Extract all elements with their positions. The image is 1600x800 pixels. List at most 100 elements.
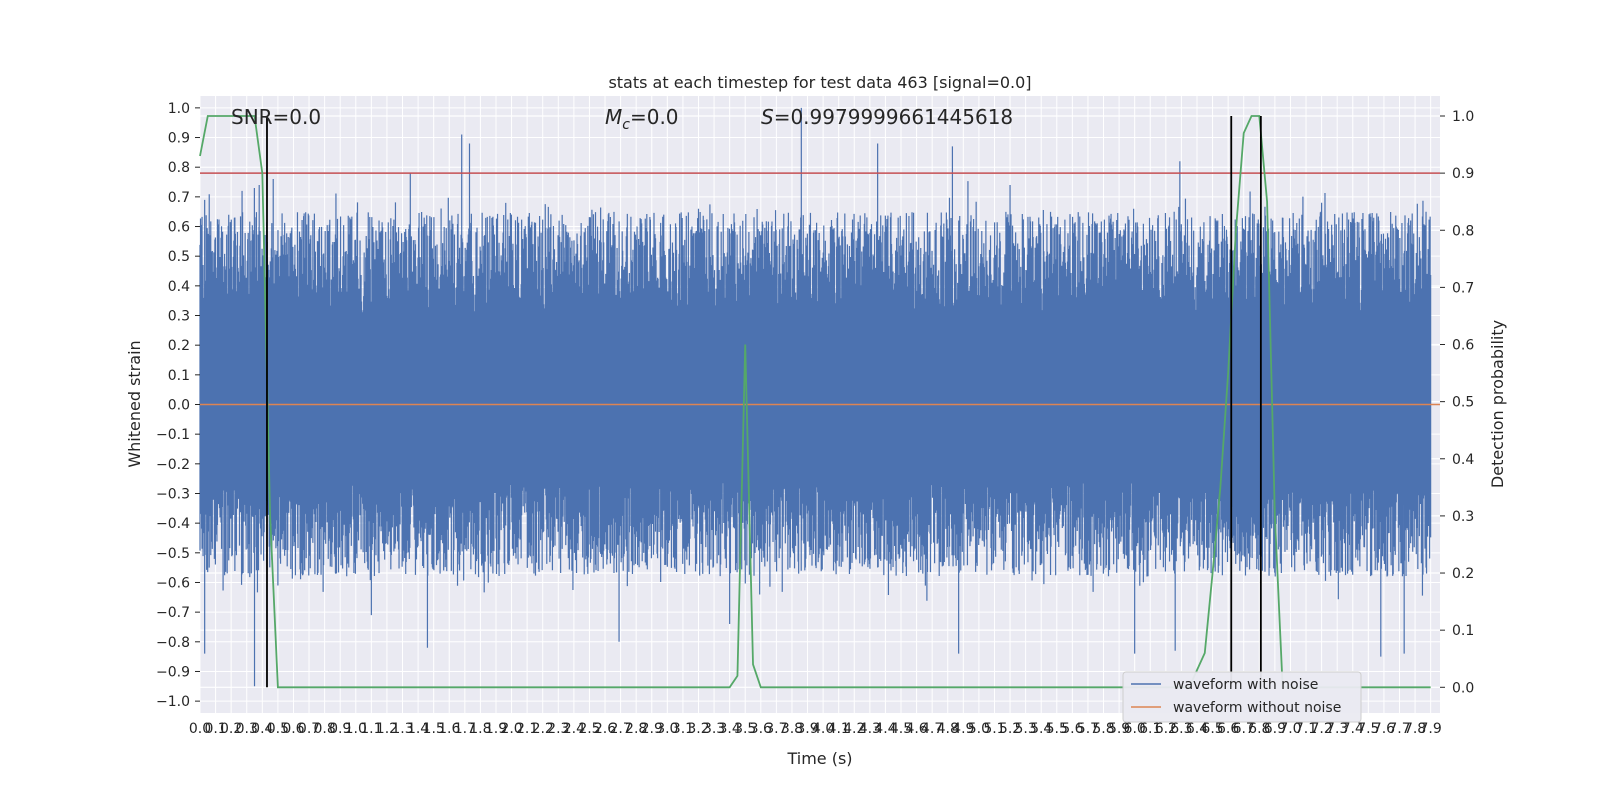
x-tick-label: 5.1 — [983, 721, 1005, 737]
x-tick-label: 2.0 — [500, 721, 522, 737]
y-right-tick-label: 0.7 — [1452, 280, 1474, 296]
x-tick-label: 3.4 — [719, 721, 741, 737]
y-left-tick-label: 0.2 — [168, 338, 190, 354]
x-tick-label: 0.3 — [236, 721, 258, 737]
x-tick-label: 5.6 — [1061, 721, 1083, 737]
x-tick-label: 2.2 — [532, 721, 554, 737]
x-tick-labels: 0.00.10.20.30.40.50.60.70.80.91.01.11.21… — [189, 721, 1442, 737]
x-tick-label: 4.2 — [843, 721, 865, 737]
x-tick-label: 6.0 — [1124, 721, 1146, 737]
x-tick-label: 0.9 — [329, 721, 351, 737]
vline-layer — [266, 115, 1262, 688]
x-tick-label: 6.2 — [1155, 721, 1177, 737]
x-tick-label: 5.9 — [1108, 721, 1130, 737]
y-left-tick-label: 0.7 — [168, 190, 190, 206]
x-tick-label: 2.9 — [641, 721, 663, 737]
x-tick-label: 6.5 — [1201, 721, 1223, 737]
legend-label-noise: waveform with noise — [1173, 677, 1318, 693]
x-tick-label: 1.6 — [438, 721, 460, 737]
y-right-tick-label: 0.5 — [1452, 395, 1474, 411]
x-tick-label: 0.4 — [251, 721, 273, 737]
x-tick-label: 3.5 — [734, 721, 756, 737]
annotation-mc: Mc=0.0 — [605, 105, 679, 133]
x-tick-label: 0.2 — [220, 721, 242, 737]
x-tick-label: 6.1 — [1139, 721, 1161, 737]
x-tick-label: 1.9 — [485, 721, 507, 737]
x-tick-label: 2.8 — [625, 721, 647, 737]
y-left-tick-label: −0.6 — [156, 575, 190, 591]
x-tick-label: 1.0 — [345, 721, 367, 737]
x-tick-label: 5.0 — [968, 721, 990, 737]
y-right-tick-label: 0.3 — [1452, 509, 1474, 525]
x-tick-label: 3.6 — [750, 721, 772, 737]
x-tick-label: 1.1 — [360, 721, 382, 737]
series-detection-probability — [199, 115, 1431, 689]
x-tick-label: 7.5 — [1357, 721, 1379, 737]
x-tick-label: 7.1 — [1295, 721, 1317, 737]
x-tick-label: 1.8 — [469, 721, 491, 737]
x-tick-label: 6.3 — [1170, 721, 1192, 737]
x-tick-label: 3.7 — [765, 721, 787, 737]
series-waveform-with-noise-core — [200, 312, 1431, 479]
y-left-tick-label: −0.4 — [156, 516, 190, 532]
x-tick-label: 1.5 — [423, 721, 445, 737]
y-left-tick-label: −0.1 — [156, 427, 190, 443]
x-tick-label: 4.6 — [905, 721, 927, 737]
x-tick-label: 4.3 — [859, 721, 881, 737]
y-right-tick-label: 0.2 — [1452, 566, 1474, 582]
y-axis-label-right: Detection probability — [1488, 320, 1507, 488]
annotation-snr: SNR=0.0 — [231, 105, 321, 129]
x-tick-label: 6.8 — [1248, 721, 1270, 737]
x-tick-label: 5.3 — [1014, 721, 1036, 737]
x-tick-label: 7.7 — [1388, 721, 1410, 737]
x-tick-label: 2.5 — [578, 721, 600, 737]
y-left-tick-label: 1.0 — [168, 101, 190, 117]
x-tick-label: 1.3 — [391, 721, 413, 737]
x-tick-label: 0.0 — [189, 721, 211, 737]
annotation-s-value: =0.9979999661445618 — [774, 105, 1013, 129]
x-tick-label: 5.7 — [1077, 721, 1099, 737]
y-left-tick-label: 0.6 — [168, 220, 190, 236]
x-tick-label: 1.4 — [407, 721, 429, 737]
x-tick-label: 3.9 — [796, 721, 818, 737]
y-left-tick-label: −0.3 — [156, 486, 190, 502]
y-right-tick-labels: 0.0 0.1 0.2 0.3 0.4 0.5 0.6 0.7 0.8 0.9 1.0 — [1440, 109, 1474, 696]
x-tick-label: 6.6 — [1217, 721, 1239, 737]
y-right-tick-label: 0.8 — [1452, 223, 1474, 239]
probability-series-layer — [199, 115, 1431, 689]
y-right-tick-label: 0.9 — [1452, 166, 1474, 182]
x-tick-label: 7.3 — [1326, 721, 1348, 737]
y-right-tick-label: 0.0 — [1452, 680, 1474, 696]
x-tick-label: 3.8 — [781, 721, 803, 737]
x-tick-label: 4.8 — [937, 721, 959, 737]
y-right-tick-label: 1.0 — [1452, 109, 1474, 125]
x-tick-label: 6.9 — [1264, 721, 1286, 737]
x-tick-label: 5.8 — [1092, 721, 1114, 737]
x-tick-label: 6.7 — [1233, 721, 1255, 737]
x-tick-label: 4.0 — [812, 721, 834, 737]
x-tick-label: 0.5 — [267, 721, 289, 737]
y-left-tick-label: 0.0 — [168, 398, 190, 414]
x-tick-label: 0.1 — [204, 721, 226, 737]
x-tick-label: 2.1 — [516, 721, 538, 737]
x-tick-label: 7.4 — [1342, 721, 1364, 737]
y-right-tick-label: 0.1 — [1452, 623, 1474, 639]
x-tick-label: 3.2 — [687, 721, 709, 737]
y-left-tick-label: −0.7 — [156, 605, 190, 621]
y-left-tick-label: 0.1 — [168, 368, 190, 384]
y-left-tick-label: −0.9 — [156, 664, 190, 680]
annotation-mc-value: =0.0 — [630, 105, 679, 129]
annotation-mc-symbol: M — [605, 105, 622, 129]
x-tick-label: 4.9 — [952, 721, 974, 737]
x-tick-label: 7.2 — [1310, 721, 1332, 737]
x-tick-label: 0.8 — [313, 721, 335, 737]
y-left-tick-label: 0.5 — [168, 249, 190, 265]
y-right-tick-label: 0.4 — [1452, 452, 1474, 468]
x-tick-label: 1.7 — [454, 721, 476, 737]
annotation-s-symbol: S — [761, 105, 774, 129]
noise-series-layer — [199, 107, 1432, 687]
x-tick-label: 3.3 — [703, 721, 725, 737]
x-tick-label: 2.4 — [563, 721, 585, 737]
